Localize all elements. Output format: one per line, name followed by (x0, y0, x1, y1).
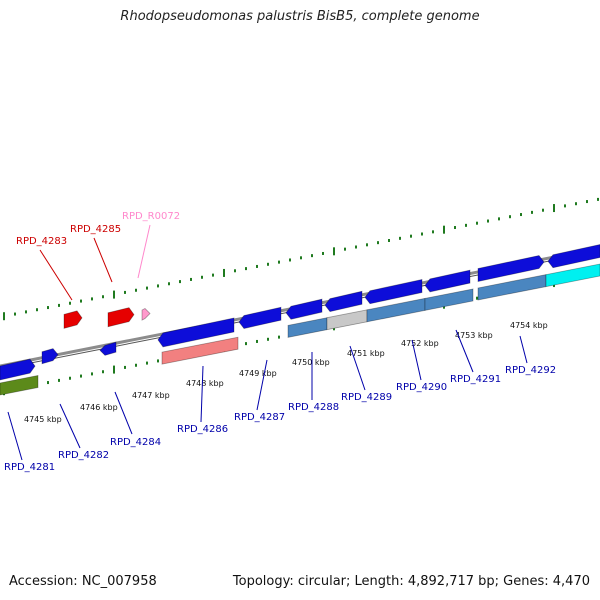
gene-arrow-rpd-4286[interactable] (157, 317, 235, 348)
scale-label: 4750 kbp (292, 358, 330, 367)
gene-arrow-rpd-4285[interactable] (107, 307, 135, 328)
scale-label: 4748 kbp (186, 379, 224, 388)
label-leader-line (7, 411, 23, 461)
gene-label-top[interactable]: RPD_4285 (70, 224, 121, 235)
gene-label-top[interactable]: RPD_R0072 (122, 211, 180, 222)
gene-arrow-rpd-4284[interactable] (99, 341, 117, 356)
label-leader-line (519, 335, 528, 364)
scale-labels: 4745 kbp 4746 kbp 4747 kbp 4748 kbp 4749 kbp… (24, 321, 548, 424)
label-leader-line (200, 365, 204, 423)
gene-arrow-rpd-4281[interactable] (0, 358, 36, 381)
gene-arrow-rpd-4292[interactable] (477, 255, 545, 282)
scale-label: 4751 kbp (347, 349, 385, 358)
gene-arrow-rpd-4288[interactable] (285, 298, 323, 320)
label-leader-line (93, 237, 113, 283)
label-leader-line (39, 249, 73, 301)
gene-label-bottom[interactable]: RPD_4290 (396, 382, 447, 393)
gene-label-bottom[interactable]: RPD_4286 (177, 424, 228, 435)
gene-label-bottom[interactable]: RPD_4288 (288, 402, 339, 413)
gene-arrow-rpd-4287[interactable] (238, 306, 282, 329)
label-leader-line (114, 391, 133, 435)
gene-arrow-rpd-4290[interactable] (364, 279, 423, 305)
gene-label-bottom[interactable]: RPD_4284 (110, 437, 161, 448)
scale-label: 4754 kbp (510, 321, 548, 330)
gene-label-bottom[interactable]: RPD_4287 (234, 412, 285, 423)
scale-label: 4752 kbp (401, 339, 439, 348)
gene-label-top[interactable]: RPD_4283 (16, 236, 67, 247)
tick-row-top (3, 197, 599, 321)
gene-arrow-rpd-4282[interactable] (41, 348, 59, 365)
label-leader-line (137, 224, 151, 279)
scale-label: 4753 kbp (455, 331, 493, 340)
feature-bar-olive[interactable] (0, 375, 39, 396)
gene-label-bottom[interactable]: RPD_4281 (4, 462, 55, 473)
label-leader-line (349, 345, 366, 391)
label-leader-line (411, 339, 422, 381)
scale-label: 4747 kbp (132, 391, 170, 400)
map-title: Rhodopseudomonas palustris BisB5, comple… (120, 9, 480, 24)
gene-arrow-rpd-4283[interactable] (63, 310, 83, 329)
gene-label-bottom[interactable]: RPD_4282 (58, 450, 109, 461)
label-leader-line (455, 329, 474, 373)
gene-labels: RPD_4283RPD_4285RPD_R0072RPD_4281RPD_428… (4, 211, 556, 473)
feature-bar-cyan[interactable] (545, 263, 600, 288)
gene-arrow-rpd-4291[interactable] (424, 269, 471, 293)
feature-bar-steel-3[interactable] (424, 288, 474, 311)
gene-feature-rpd-r0072[interactable] (141, 308, 151, 321)
accession-text: Accession: NC_007958 (9, 574, 157, 589)
summary-text: Topology: circular; Length: 4,892,717 bp… (232, 574, 590, 589)
label-leader-line (256, 359, 268, 411)
gene-arrow-rpd-4289[interactable] (324, 290, 363, 313)
gene-label-bottom[interactable]: RPD_4291 (450, 374, 501, 385)
feature-bar-grey[interactable] (326, 309, 368, 331)
gene-label-bottom[interactable]: RPD_4292 (505, 365, 556, 376)
feature-bar-steel-1[interactable] (287, 317, 328, 338)
scale-label: 4745 kbp (24, 415, 62, 424)
gene-label-bottom[interactable]: RPD_4289 (341, 392, 392, 403)
scale-label: 4746 kbp (80, 403, 118, 412)
gene-arrow-next[interactable] (547, 244, 600, 269)
label-leader-line (59, 403, 81, 449)
feature-bar-salmon[interactable] (161, 336, 239, 365)
scale-label: 4749 kbp (239, 369, 277, 378)
gene-features (0, 244, 600, 396)
